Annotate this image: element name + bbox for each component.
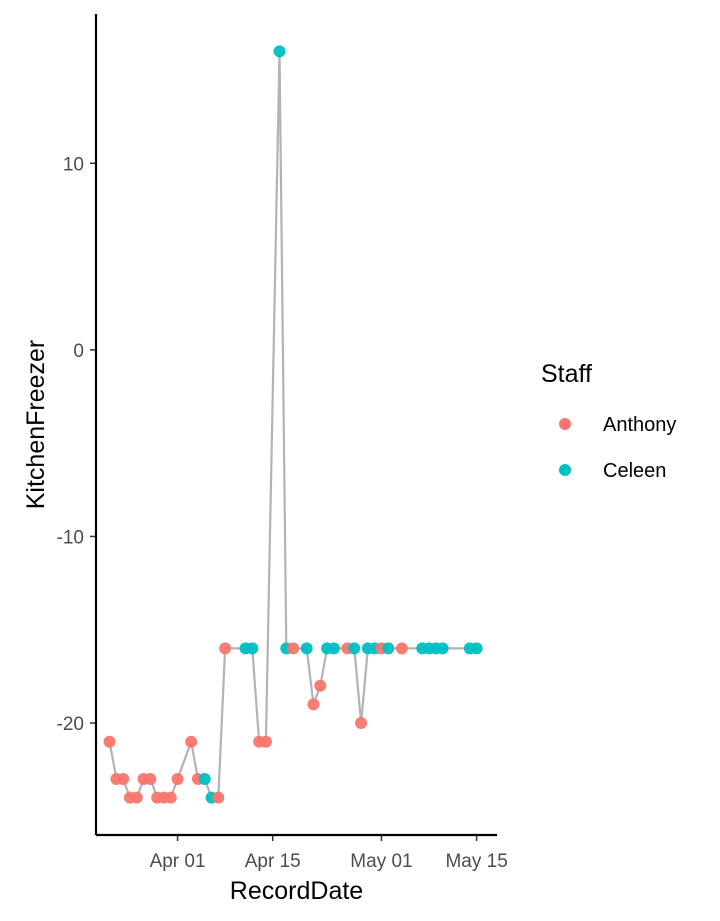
data-point-celeen: [470, 642, 483, 655]
x-tick-label: Apr 01: [150, 851, 206, 872]
legend-label-anthony: Anthony: [603, 414, 676, 436]
data-point-celeen: [436, 642, 449, 655]
x-tick-label: Apr 15: [245, 851, 301, 872]
data-point-celeen: [300, 642, 313, 655]
data-point-celeen: [198, 773, 211, 786]
data-point-anthony: [219, 642, 232, 655]
data-point-anthony: [103, 735, 116, 748]
data-point-celeen: [382, 642, 395, 655]
series-line: [108, 51, 477, 799]
data-point-celeen: [273, 45, 286, 58]
data-point-anthony: [144, 773, 157, 786]
legend-label-celeen: Celeen: [603, 460, 666, 482]
data-point-anthony: [171, 773, 184, 786]
x-tick-label: May 01: [350, 851, 412, 872]
data-point-anthony: [212, 791, 225, 804]
data-point-anthony: [164, 791, 177, 804]
legend-key-celeen: [559, 464, 571, 476]
data-point-celeen: [327, 642, 340, 655]
data-point-celeen: [348, 642, 361, 655]
y-tick-label: -10: [57, 527, 84, 548]
data-point-anthony: [314, 679, 327, 692]
data-point-anthony: [117, 773, 130, 786]
data-point-anthony: [259, 735, 272, 748]
data-point-celeen: [246, 642, 259, 655]
x-tick-label: May 15: [445, 851, 507, 872]
legend-title: Staff: [541, 360, 592, 388]
legend-key-anthony: [559, 418, 571, 430]
y-tick-label: -20: [57, 714, 84, 735]
data-point-anthony: [395, 642, 408, 655]
y-tick-label: 10: [63, 154, 84, 175]
data-point-anthony: [185, 735, 198, 748]
y-axis-title: KitchenFreezer: [22, 340, 50, 510]
plot-area: 10 0 -10 -20 Apr 01 Apr 15 May 01 May 15: [57, 45, 508, 872]
data-point-anthony: [355, 717, 368, 730]
data-point-anthony: [307, 698, 320, 711]
data-point-anthony: [130, 791, 143, 804]
x-axis-title: RecordDate: [230, 877, 363, 905]
data-point-anthony: [287, 642, 300, 655]
y-tick-label: 0: [73, 341, 84, 362]
axes: [94, 14, 497, 837]
legend: Staff Anthony Celeen: [541, 360, 676, 482]
